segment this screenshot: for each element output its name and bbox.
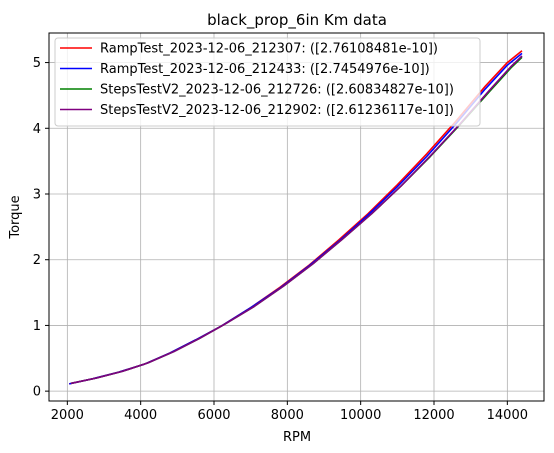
x-tick-label: 2000 [51,408,84,423]
legend-label-1: RampTest_2023-12-06_212307: ([2.76108481… [100,42,438,57]
x-tick-label: 6000 [197,408,230,423]
plot-frame [48,32,545,402]
x-tick-label: 8000 [271,408,304,423]
y-tick-label: 2 [33,253,41,268]
chart-title: black_prop_6in Km data [207,11,387,30]
y-tick-label: 3 [33,188,41,203]
y-axis-label: Torque [8,195,23,239]
x-tick-label: 4000 [124,408,157,423]
legend-box [54,37,481,127]
ticks: 2000 4000 6000 8000 10000 12000 14000 0 1 2 3 4 5 [33,56,528,423]
x-axis-label: RPM [283,430,311,445]
x-tick-label: 12000 [413,408,454,423]
legend-label-2: RampTest_2023-12-06_212433: ([2.7454976e… [100,62,430,77]
legend: RampTest_2023-12-06_212307: ([2.76108481… [54,37,481,127]
legend-label-4: StepsTestV2_2023-12-06_212902: ([2.61236… [100,103,454,118]
y-tick-label: 5 [33,56,41,71]
y-tick-label: 0 [33,385,41,400]
y-tick-label: 1 [33,319,41,334]
x-tick-label: 14000 [487,408,528,423]
y-tick-label: 4 [33,122,41,137]
legend-label-3: StepsTestV2_2023-12-06_212726: ([2.60834… [100,83,454,98]
x-tick-label: 10000 [340,408,381,423]
